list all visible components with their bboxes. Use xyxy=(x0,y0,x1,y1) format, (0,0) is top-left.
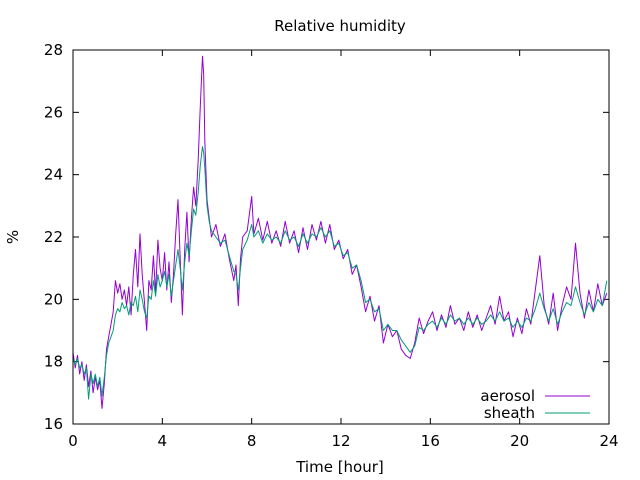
x-axis-label: Time [hour] xyxy=(295,458,384,476)
x-tick-label: 24 xyxy=(599,432,618,450)
legend-label-aerosol: aerosol xyxy=(480,387,535,405)
x-tick-label: 0 xyxy=(68,432,78,450)
y-tick-label: 18 xyxy=(44,353,63,371)
x-tick-label: 4 xyxy=(158,432,168,450)
plot-frame xyxy=(72,49,610,425)
x-tick-label: 16 xyxy=(421,432,440,450)
y-tick-label: 28 xyxy=(44,41,63,59)
y-tick-label: 26 xyxy=(44,103,63,121)
legend-label-sheath: sheath xyxy=(484,404,535,422)
y-tick-label: 22 xyxy=(44,228,63,246)
y-axis-label: % xyxy=(4,230,22,244)
series-lines xyxy=(73,55,608,409)
series-line-sheath xyxy=(73,146,608,400)
x-tick-label: 20 xyxy=(510,432,529,450)
axis-ticks: 0 4 8 12 16 20 24 16 18 20 22 24 26 28 xyxy=(44,41,619,450)
y-tick-label: 24 xyxy=(44,166,63,184)
y-tick-label: 20 xyxy=(44,290,63,308)
x-tick-label: 8 xyxy=(247,432,257,450)
y-tick-label: 16 xyxy=(44,415,63,433)
chart-title: Relative humidity xyxy=(274,17,406,35)
x-tick-label: 12 xyxy=(331,432,350,450)
